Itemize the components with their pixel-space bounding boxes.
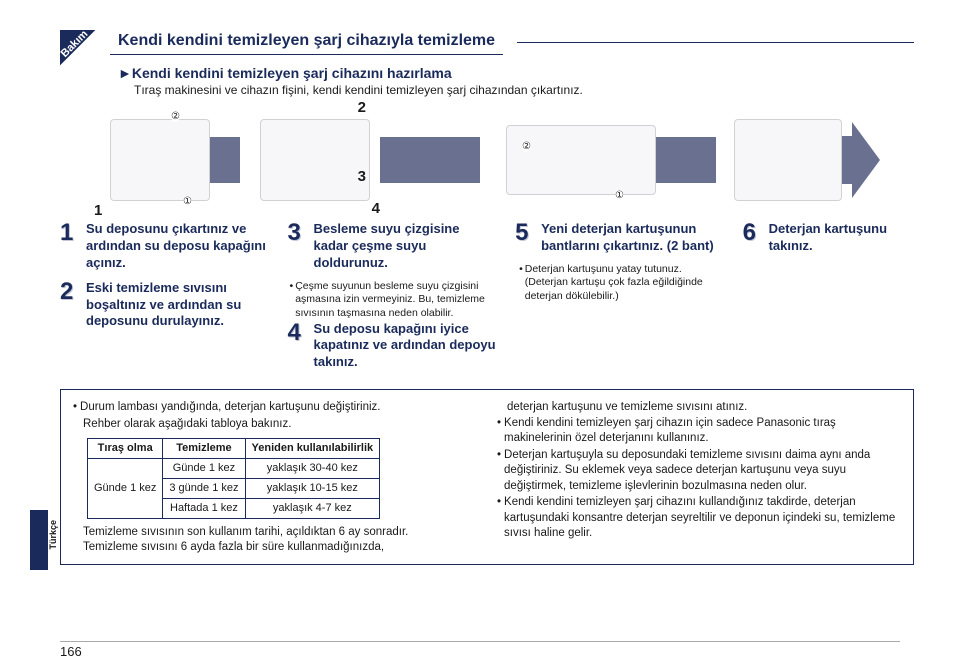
digit-4: 4 (372, 200, 380, 217)
arrow-2 (380, 137, 480, 183)
step-2: 2 Eski temizleme sıvısını boşaltınız ve … (60, 280, 270, 331)
big-arrow (842, 122, 880, 198)
br1: deterjan kartuşunu ve temizleme sıvısını… (507, 400, 901, 416)
th1: Tıraş olma (88, 439, 163, 459)
step-5-note: •Deterjan kartuşunu yatay tutunuz. (Dete… (519, 263, 725, 304)
bl-out1: Temizleme sıvısının son kullanım tarihi,… (83, 525, 477, 541)
br4: •Kendi kendini temizleyen şarj cihazını … (497, 495, 901, 542)
callout-2b: ② (522, 141, 531, 152)
tdspan: Günde 1 kez (88, 459, 163, 519)
title-row: Kendi kendini temizleyen şarj cihazıyla … (110, 30, 914, 55)
th2: Temizleme (163, 439, 245, 459)
arrow-3 (656, 137, 716, 183)
bl1-text: Durum lambası yandığında, deterjan kartu… (80, 400, 380, 416)
r1c2: Günde 1 kez (163, 459, 245, 479)
step-3-note-text: Çeşme suyunun besleme suyu çizgisini aşm… (295, 280, 497, 321)
step-head-4: Su deposu kapağını iyice kapatınız ve ar… (314, 321, 498, 372)
step-3: 3 Besleme suyu çizgisine kadar çeşme suy… (288, 221, 498, 272)
step-num-3: 3 (288, 221, 308, 272)
digit-3: 3 (358, 168, 366, 185)
br3: •Deterjan kartuşuyla su deposundaki temi… (497, 448, 901, 495)
r2c3: yaklaşık 10-15 kez (245, 478, 380, 498)
step-head-3: Besleme suyu çizgisine kadar çeşme suyu … (314, 221, 498, 272)
step-4: 4 Su deposu kapağını iyice kapatınız ve … (288, 321, 498, 372)
br3t: Deterjan kartuşuyla su deposundaki temiz… (504, 448, 901, 495)
br4t: Kendi kendini temizleyen şarj cihazını k… (504, 495, 901, 542)
step-head-2: Eski temizleme sıvısını boşaltınız ve ar… (86, 280, 270, 331)
callout-1b: ① (615, 190, 624, 201)
step-num-6: 6 (743, 221, 763, 255)
steps-row: 1 Su deposunu çıkartınız ve ardından su … (60, 221, 914, 379)
step-head-5: Yeni deterjan kartuşunun bantlarını çıka… (541, 221, 725, 255)
r3c3: yaklaşık 4-7 kez (245, 498, 380, 518)
step-6: 6 Deterjan kartuşunu takınız. (743, 221, 914, 255)
step-num-5: 5 (515, 221, 535, 255)
page-number: 166 (60, 641, 900, 659)
bottom-left: •Durum lambası yandığında, deterjan kart… (73, 400, 477, 555)
step-3-note: •Çeşme suyunun besleme suyu çizgisini aş… (290, 280, 498, 321)
arrow-1 (210, 137, 240, 183)
digit-2: 2 (358, 99, 366, 116)
illustration-3: ① ② (486, 105, 656, 215)
diagram-row: 1 ① ② 2 3 4 ① ② (90, 105, 914, 215)
step-head-1: Su deposunu çıkartınız ve ardından su de… (86, 221, 270, 272)
usage-table: Tıraş olma Temizleme Yeniden kullanılabi… (87, 438, 380, 518)
side-tab (30, 510, 48, 570)
bottom-box: •Durum lambası yandığında, deterjan kart… (60, 389, 914, 564)
bl-line-2: Rehber olarak aşağıdaki tabloya bakınız. (83, 417, 477, 433)
step-num-2: 2 (60, 280, 80, 331)
digit-1: 1 (94, 202, 102, 219)
step-num-4: 4 (288, 321, 308, 372)
title-line (517, 42, 914, 44)
callout-2: ② (171, 111, 180, 122)
col-2: 3 Besleme suyu çizgisine kadar çeşme suy… (288, 221, 498, 379)
illustration-2: 2 3 4 (240, 105, 370, 215)
corner-ribbon: Bakım (60, 30, 110, 80)
br2: •Kendi kendini temizleyen şarj cihazın i… (497, 416, 901, 447)
sub-desc: Tıraş makinesini ve cihazın fişini, kend… (134, 83, 914, 97)
illustration-4 (722, 105, 842, 215)
bottom-right: deterjan kartuşunu ve temizleme sıvısını… (497, 400, 901, 555)
br2t: Kendi kendini temizleyen şarj cihazın iç… (504, 416, 901, 447)
main-title: Kendi kendini temizleyen şarj cihazıyla … (110, 30, 503, 55)
col-3: 5 Yeni deterjan kartuşunun bantlarını çı… (515, 221, 725, 379)
col-4: 6 Deterjan kartuşunu takınız. (743, 221, 914, 379)
step-5: 5 Yeni deterjan kartuşunun bantlarını çı… (515, 221, 725, 255)
step-head-6: Deterjan kartuşunu takınız. (769, 221, 914, 255)
r1c3: yaklaşık 30-40 kez (245, 459, 380, 479)
step-num-1: 1 (60, 221, 80, 272)
r2c2: 3 günde 1 kez (163, 478, 245, 498)
callout-1: ① (183, 196, 192, 207)
col-1: 1 Su deposunu çıkartınız ve ardından su … (60, 221, 270, 379)
bl-out2: Temizleme sıvısını 6 ayda fazla bir süre… (83, 540, 477, 556)
r3c2: Haftada 1 kez (163, 498, 245, 518)
th3: Yeniden kullanılabilirlik (245, 439, 380, 459)
side-language: Türkçe (48, 520, 58, 550)
illustration-1: 1 ① ② (90, 105, 210, 215)
step-5-note-text: Deterjan kartuşunu yatay tutunuz. (Deter… (525, 263, 725, 304)
step-1: 1 Su deposunu çıkartınız ve ardından su … (60, 221, 270, 272)
corner-label: Bakım (60, 30, 90, 60)
sub-title: ►Kendi kendini temizleyen şarj cihazını … (118, 65, 914, 81)
bl-line-1: •Durum lambası yandığında, deterjan kart… (73, 400, 477, 416)
